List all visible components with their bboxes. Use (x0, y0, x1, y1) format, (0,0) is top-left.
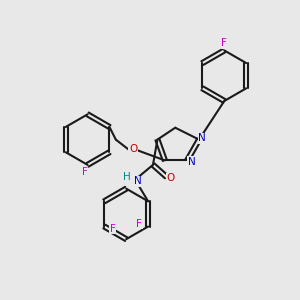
Text: H: H (123, 172, 131, 182)
Text: F: F (110, 224, 116, 234)
Text: F: F (82, 167, 88, 177)
Text: N: N (134, 176, 142, 186)
Text: F: F (221, 38, 227, 48)
Text: O: O (167, 173, 175, 183)
Text: F: F (136, 219, 142, 229)
Text: N: N (188, 157, 196, 167)
Text: N: N (198, 133, 206, 143)
Text: O: O (129, 143, 137, 154)
